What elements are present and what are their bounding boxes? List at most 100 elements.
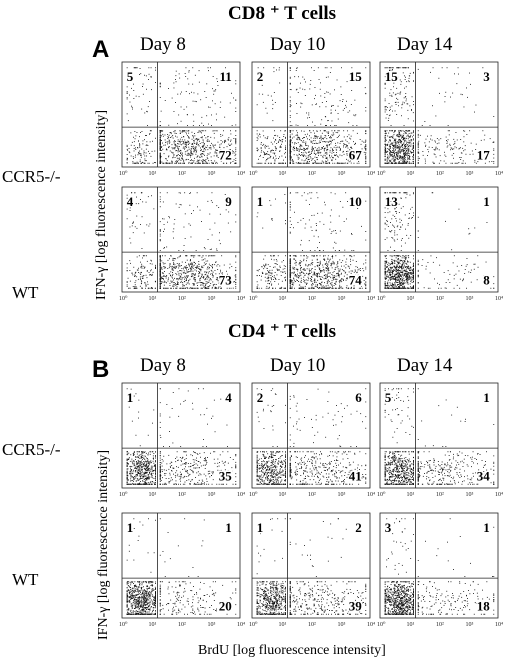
x-tick-label: 10³ [466,622,474,628]
flow-plot: 10⁰ 10¹ 10² 10³ 10⁴ 4 4 9 9 73 73 [118,186,245,302]
flow-plot: 10⁰ 10¹ 10² 10³ 10⁴ 1 1 1 1 20 20 [118,512,245,628]
quadrant-upper-left-percent: 1 [257,520,264,535]
quadrant-upper-right-percent: 1 [483,390,490,405]
x-tick-label: 10² [308,296,316,302]
quadrant-upper-left-percent: 2 [257,69,264,84]
x-tick-label: 10⁴ [237,492,245,498]
panel-a-letter: A [92,36,110,63]
quadrant-upper-right-percent-halo: 1 [483,520,490,535]
x-tick-label: 10² [178,492,186,498]
quadrant-upper-right-percent-halo: 1 [483,194,490,209]
x-tick-label: 10² [178,171,186,177]
x-tick-label: 10¹ [407,171,415,177]
x-tick-label: 10³ [338,171,346,177]
quadrant-upper-right-percent: 1 [225,520,232,535]
panel-b-row-label: WT [12,570,39,589]
x-tick-label: 10⁴ [495,492,503,498]
x-axis-label: BrdU [log fluorescence intensity] [198,643,386,658]
quadrant-lower-right-percent-halo: 8 [483,273,490,288]
flow-plot: 10⁰ 10¹ 10² 10³ 10⁴ 5 5 1 1 34 34 [376,382,503,498]
quadrant-upper-left-percent-halo: 15 [385,69,399,84]
quadrant-upper-right-percent-halo: 3 [483,69,490,84]
panel-a-y-axis-label: IFN-γ [log fluorescence intensity] [94,109,109,300]
flow-plot: 10⁰ 10¹ 10² 10³ 10⁴ 15 15 3 3 17 17 [376,61,503,177]
x-tick-label: 10⁴ [367,492,375,498]
x-tick-label: 10⁴ [495,622,503,628]
flow-plot: 10⁰ 10¹ 10² 10³ 10⁴ 1 1 4 4 35 35 [118,382,245,498]
quadrant-upper-left-percent: 15 [385,69,399,84]
x-tick-label: 10² [308,171,316,177]
plot-dots [384,67,495,164]
quadrant-lower-right-percent: 35 [219,469,233,484]
quadrant-upper-right-percent-halo: 1 [483,390,490,405]
x-tick-label: 10¹ [279,171,287,177]
panel-b-y-axis-label: IFN-γ [log fluorescence intensity] [96,449,111,640]
x-tick-label: 10³ [466,492,474,498]
quadrant-lower-right-percent-halo: 72 [219,148,232,163]
quadrant-upper-left-percent-halo: 1 [127,390,134,405]
quadrant-lower-right-percent: 41 [349,469,362,484]
panel-a-day-label: Day 14 [397,34,453,55]
flow-plot: 10⁰ 10¹ 10² 10³ 10⁴ 1 1 10 10 74 74 [248,186,375,302]
panel-b-title: CD4 ⁺ T cells [228,321,337,342]
quadrant-lower-right-percent: 34 [477,469,491,484]
x-tick-label: 10⁰ [119,621,128,628]
x-tick-label: 10⁰ [249,491,258,498]
x-tick-label: 10² [178,296,186,302]
quadrant-upper-right-percent-halo: 11 [219,69,231,84]
quadrant-upper-right-percent: 15 [349,69,363,84]
quadrant-upper-left-percent-halo: 4 [127,194,134,209]
panel-b-day-label: Day 8 [140,355,186,376]
quadrant-lower-right-percent: 18 [477,599,491,614]
plot-dots [256,192,367,289]
quadrant-upper-right-percent-halo: 6 [355,390,362,405]
quadrant-lower-right-percent: 73 [219,273,233,288]
quadrant-upper-left-percent: 5 [127,69,134,84]
x-tick-label: 10³ [208,296,216,302]
x-tick-label: 10¹ [407,622,415,628]
quadrant-upper-right-percent-halo: 15 [349,69,363,84]
x-tick-label: 10² [436,622,444,628]
plot-dots [126,518,237,615]
quadrant-lower-right-percent-halo: 67 [349,148,363,163]
panel-a-day-label: Day 8 [140,34,186,55]
plot-dots [256,388,367,485]
quadrant-upper-left-percent-halo: 2 [257,390,264,405]
x-tick-label: 10⁴ [367,171,375,177]
x-tick-label: 10² [178,622,186,628]
quadrant-upper-right-percent: 10 [349,194,362,209]
quadrant-lower-right-percent-halo: 34 [477,469,491,484]
x-tick-label: 10¹ [407,492,415,498]
quadrant-upper-left-percent: 4 [127,194,134,209]
x-tick-label: 10⁴ [495,296,503,302]
plot-dots [384,192,495,289]
plot-dots [384,388,495,485]
plot-dots [384,518,495,615]
plot-dots [126,388,237,485]
x-tick-label: 10³ [338,622,346,628]
quadrant-upper-right-percent-halo: 2 [355,520,362,535]
quadrant-lower-right-percent: 67 [349,148,363,163]
quadrant-lower-right-percent: 74 [349,273,363,288]
panel-b-day-label: Day 10 [270,355,326,376]
quadrant-lower-right-percent-halo: 74 [349,273,363,288]
panel-a-day-label: Day 10 [270,34,326,55]
quadrant-lower-right-percent: 8 [483,273,490,288]
x-tick-label: 10⁰ [119,491,128,498]
x-tick-label: 10³ [208,622,216,628]
x-tick-label: 10³ [338,492,346,498]
flow-plot: 10⁰ 10¹ 10² 10³ 10⁴ 2 2 15 15 67 67 [248,61,375,177]
quadrant-lower-right-percent-halo: 17 [477,148,491,163]
plot-frame [379,512,499,619]
x-tick-label: 10¹ [149,622,157,628]
quadrant-upper-left-percent: 2 [257,390,264,405]
x-tick-label: 10⁴ [237,622,245,628]
x-tick-label: 10² [436,171,444,177]
quadrant-lower-right-percent: 72 [219,148,232,163]
